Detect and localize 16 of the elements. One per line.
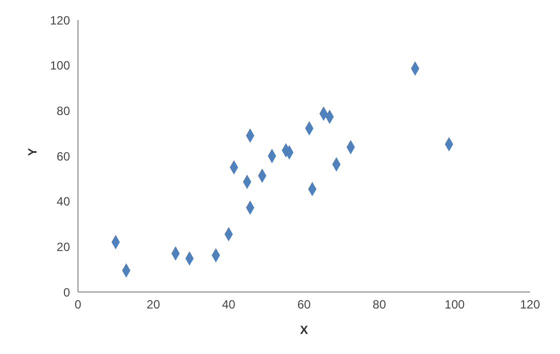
y-tick-label: 40 <box>56 194 70 209</box>
y-tick-label: 120 <box>50 13 70 28</box>
x-tick-label: 120 <box>520 298 540 312</box>
x-tick-label: 80 <box>372 298 386 312</box>
x-tick-label: 100 <box>444 298 465 312</box>
y-tick-label: 100 <box>50 58 70 73</box>
y-tick-label: 60 <box>56 149 70 164</box>
x-axis-title: X <box>300 323 308 337</box>
y-tick-label: 0 <box>63 285 70 300</box>
x-tick-label: 60 <box>297 298 311 312</box>
y-tick-label: 80 <box>56 104 70 118</box>
x-tick-label: 20 <box>146 298 160 312</box>
y-axis-title: Y <box>25 148 40 156</box>
x-tick-label: 40 <box>222 298 236 312</box>
x-tick-label: 0 <box>74 298 82 312</box>
y-tick-label: 20 <box>56 240 70 254</box>
